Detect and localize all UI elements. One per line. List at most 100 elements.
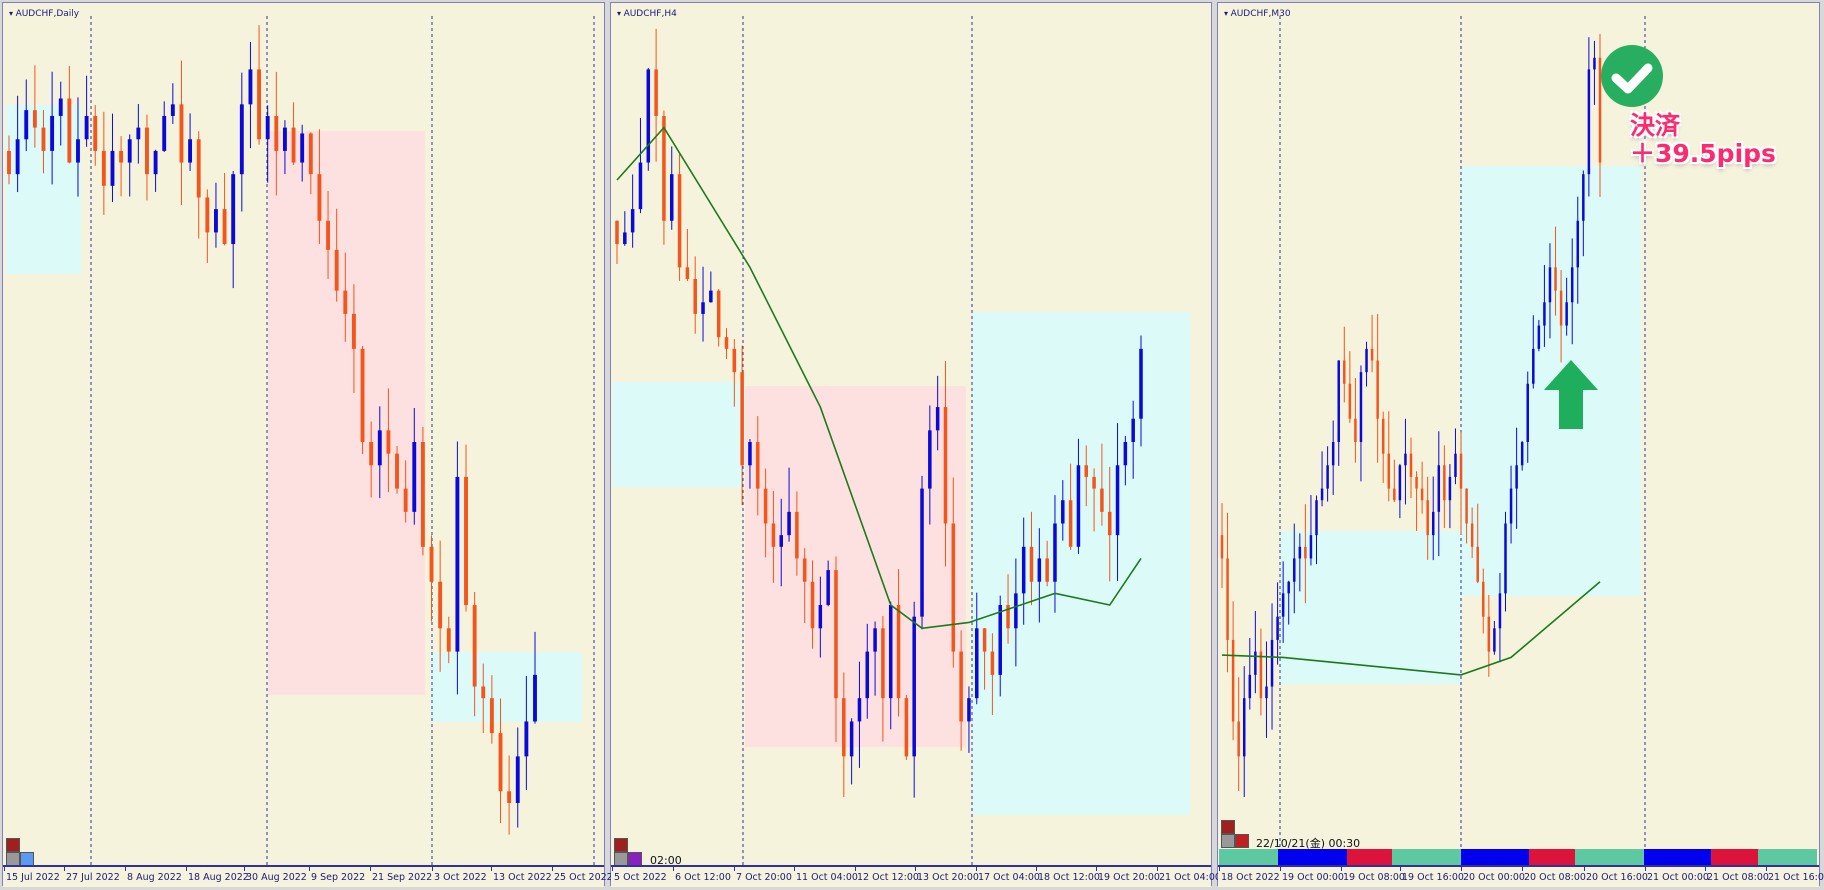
bearish-candle xyxy=(119,150,124,163)
bullish-candle xyxy=(377,430,382,466)
time-label: 27 Jul 2022 xyxy=(64,867,120,883)
bullish-candle xyxy=(515,756,520,803)
bearish-candle xyxy=(763,488,768,524)
time-axis-daily: 15 Jul 2022 27 Jul 2022 8 Aug 2022 18 Aug 2… xyxy=(3,865,613,887)
bullish-candle xyxy=(50,115,55,151)
chart-title: AUDCHF,M30 xyxy=(1224,9,1291,19)
bullish-candle xyxy=(1265,686,1268,699)
up-arrow-icon xyxy=(1544,360,1598,429)
bullish-candle xyxy=(701,302,705,314)
bullish-candle xyxy=(1115,465,1120,536)
expert-icon[interactable] xyxy=(628,852,642,866)
session-bar-segment xyxy=(1575,849,1644,865)
bearish-candle xyxy=(943,407,948,524)
bullish-candle xyxy=(1504,523,1507,594)
one-click-icon[interactable] xyxy=(1221,834,1235,848)
bearish-candle xyxy=(1029,546,1034,582)
time-label: 5 Oct 2022 xyxy=(612,867,667,883)
bullish-candle xyxy=(1254,651,1257,675)
one-click-icon[interactable] xyxy=(614,852,628,866)
bearish-candle xyxy=(1598,57,1602,163)
bullish-candle xyxy=(1270,639,1274,687)
bearish-candle xyxy=(420,442,425,547)
bearish-candle xyxy=(842,698,846,757)
bearish-candle xyxy=(896,605,901,699)
bullish-candle xyxy=(1076,465,1081,547)
one-click-icon[interactable] xyxy=(6,852,20,866)
bearish-candle xyxy=(1381,418,1385,454)
bearish-candle xyxy=(904,698,909,757)
bearish-candle xyxy=(395,453,399,489)
time-stamp: 02:00 xyxy=(650,854,682,867)
buy-zone xyxy=(1461,166,1641,596)
close-chart-button[interactable] xyxy=(614,838,628,852)
time-label: 18 Oct 2022 xyxy=(1219,867,1280,883)
time-label: 20 Oct 00:00 xyxy=(1461,867,1525,883)
bearish-candle xyxy=(1237,721,1240,757)
bullish-candle xyxy=(170,104,175,116)
bearish-candle xyxy=(1387,453,1391,489)
session-bar-segment xyxy=(1529,849,1575,865)
bearish-candle xyxy=(386,430,391,454)
bullish-candle xyxy=(1520,442,1524,466)
bearish-candle xyxy=(677,174,682,268)
bearish-candle xyxy=(1482,581,1485,617)
bearish-candle xyxy=(317,174,322,221)
bearish-candle xyxy=(810,581,815,629)
bullish-candle xyxy=(709,290,713,303)
bullish-candle xyxy=(265,115,270,140)
bullish-candle xyxy=(188,139,193,163)
expert-icon[interactable] xyxy=(20,852,34,866)
time-stamp: 22/10/21(金) 00:30 xyxy=(1256,837,1361,850)
bullish-candle xyxy=(646,69,651,163)
bearish-candle xyxy=(326,220,330,250)
bullish-candle xyxy=(1404,453,1407,466)
bullish-candle xyxy=(1509,488,1513,524)
bearish-candle xyxy=(615,220,619,245)
bullish-candle xyxy=(779,535,783,547)
bullish-candle xyxy=(1293,558,1296,582)
bullish-candle xyxy=(412,442,417,512)
bearish-candle xyxy=(403,488,408,512)
time-label: 30 Aug 2022 xyxy=(244,867,307,883)
bearish-candle xyxy=(196,139,201,198)
bullish-candle xyxy=(300,133,305,163)
time-label: 21 Oct 00:00 xyxy=(1645,867,1709,883)
bullish-candle xyxy=(888,605,893,699)
time-axis-h4: 5 Oct 2022 6 Oct 12:00 7 Oct 20:00 11 Oct 0… xyxy=(611,865,1221,887)
close-chart-button[interactable] xyxy=(6,838,20,852)
bullish-candle xyxy=(857,698,862,722)
moving-average-line xyxy=(616,126,1142,630)
bearish-candle xyxy=(834,570,838,699)
bearish-candle xyxy=(438,581,443,629)
bullish-candle xyxy=(998,605,1002,675)
bullish-candle xyxy=(1309,535,1313,559)
bullish-candle xyxy=(1493,628,1496,652)
bullish-candle xyxy=(748,442,752,466)
session-bar-segment xyxy=(1278,849,1347,865)
bearish-candle xyxy=(369,442,374,466)
bearish-candle xyxy=(222,209,227,245)
close-chart-button[interactable] xyxy=(1221,820,1235,834)
time-label: 11 Oct 04:00 xyxy=(794,867,858,883)
bearish-candle xyxy=(959,651,963,722)
session-bar-segment xyxy=(1644,849,1711,865)
time-label: 6 Oct 12:00 xyxy=(673,867,731,883)
bullish-candle xyxy=(920,488,924,617)
expert-icon[interactable] xyxy=(1235,834,1249,848)
buy-zone xyxy=(613,382,745,487)
bullish-candle xyxy=(873,628,877,652)
bearish-candle xyxy=(481,686,486,699)
bullish-candle xyxy=(1298,546,1302,559)
bullish-candle xyxy=(1365,348,1368,373)
bullish-candle xyxy=(826,570,830,606)
bearish-candle xyxy=(685,267,690,279)
bearish-candle xyxy=(1226,558,1229,640)
bearish-candle xyxy=(1259,651,1263,699)
bearish-candle xyxy=(1476,546,1479,582)
bullish-candle xyxy=(455,476,460,652)
session-bar-segment xyxy=(1461,849,1529,865)
settlement-annotation: 決済 ＋39.5pips xyxy=(1630,112,1776,168)
bearish-candle xyxy=(1554,267,1557,291)
buy-zone xyxy=(431,652,582,722)
